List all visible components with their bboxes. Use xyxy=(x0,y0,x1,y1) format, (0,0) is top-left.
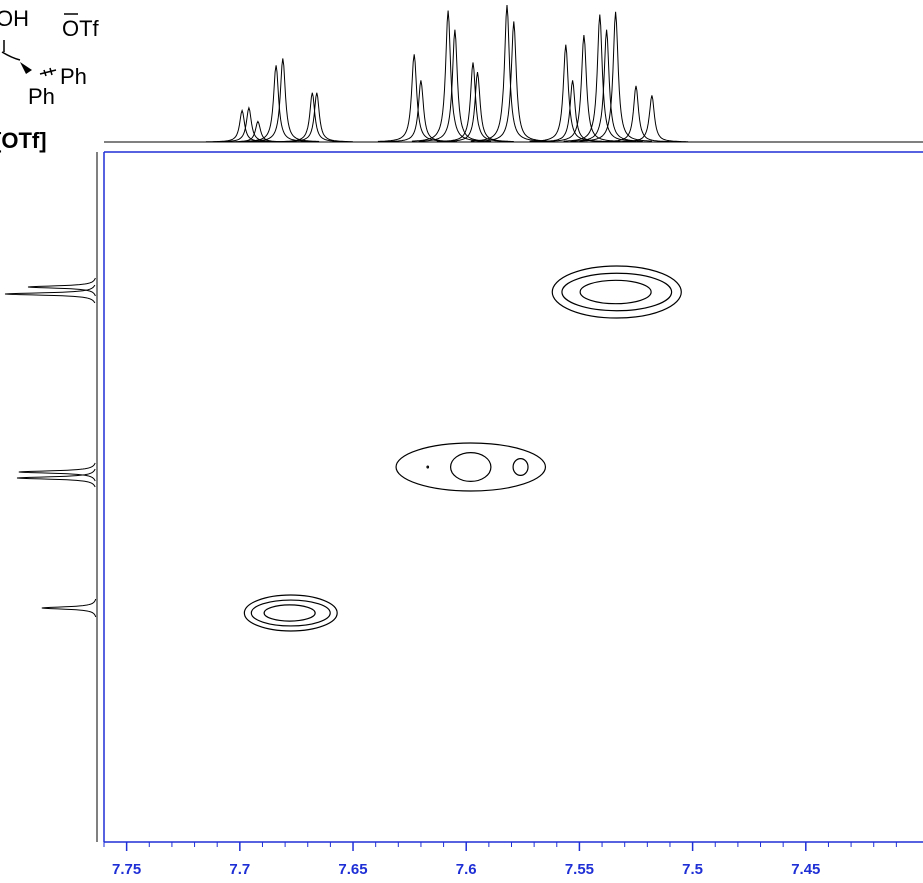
top-peak xyxy=(246,58,320,142)
top-peak xyxy=(436,62,510,142)
top-peak xyxy=(563,14,637,142)
left-peak xyxy=(16,468,96,488)
top-peak xyxy=(547,35,621,142)
x-tick-label: 7.45 xyxy=(791,861,820,878)
left-peak xyxy=(18,462,96,482)
left-peak xyxy=(4,284,96,304)
top-peak xyxy=(411,10,485,142)
contour-mid xyxy=(561,272,673,312)
top-peak xyxy=(280,92,353,143)
top-peak xyxy=(536,80,609,143)
top-peak xyxy=(384,80,458,143)
contour-outer xyxy=(395,442,547,492)
x-tick-label: 7.75 xyxy=(112,861,141,878)
top-peak xyxy=(477,21,550,142)
left-peak xyxy=(41,598,97,618)
top-peak xyxy=(470,4,544,142)
structure-label: Ph xyxy=(60,64,87,89)
structure-label: OTf xyxy=(62,16,100,41)
structure-label: OH xyxy=(0,6,29,31)
top-peak xyxy=(615,95,689,143)
contour-outer xyxy=(243,594,338,632)
contour-inner xyxy=(449,452,492,483)
top-peak xyxy=(441,72,514,142)
structure-label: Ph xyxy=(28,84,55,109)
contour-inner xyxy=(426,465,430,469)
contour-outer xyxy=(551,265,682,319)
wedge-bond xyxy=(20,62,32,74)
contour-inner xyxy=(579,279,652,305)
x-tick-label: 7.6 xyxy=(456,861,477,878)
contour-inner xyxy=(512,458,529,477)
x-tick-label: 7.65 xyxy=(338,861,367,878)
x-tick-label: 7.55 xyxy=(565,861,594,878)
top-peak xyxy=(570,29,643,142)
compound-label: [OTf] xyxy=(0,128,47,153)
top-peak xyxy=(599,85,673,143)
top-peak xyxy=(579,11,652,142)
top-peak xyxy=(418,29,492,142)
bond xyxy=(1,40,57,77)
left-peak xyxy=(27,277,96,297)
x-tick-label: 7.5 xyxy=(682,861,703,878)
contour-mid xyxy=(250,599,331,627)
contour-inner xyxy=(263,604,316,622)
x-tick-label: 7.7 xyxy=(229,861,250,878)
